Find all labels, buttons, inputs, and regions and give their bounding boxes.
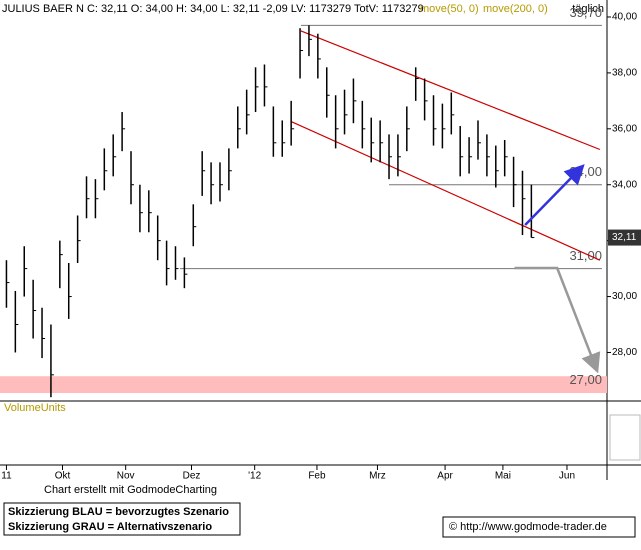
credit: Chart erstellt mit GodmodeCharting bbox=[44, 484, 217, 496]
level-label: 39,70 bbox=[569, 5, 602, 20]
last-price-tag bbox=[608, 229, 641, 246]
y-tick-label: 36,00 bbox=[612, 123, 637, 134]
scenario-arrow bbox=[514, 266, 601, 374]
legend-line: Skizzierung BLAU = bevorzugtes Szenario bbox=[8, 506, 229, 518]
scenario-arrow bbox=[524, 164, 585, 226]
indicator: move(50, 0) bbox=[420, 3, 479, 15]
trend-channel bbox=[290, 120, 601, 261]
volume-label: VolumeUnits bbox=[4, 402, 66, 414]
period: täglich bbox=[572, 3, 604, 15]
trend-channel bbox=[300, 30, 601, 151]
x-tick-label: Mrz bbox=[369, 471, 386, 482]
x-tick-label: Okt bbox=[55, 471, 71, 482]
x-tick-label: Feb bbox=[308, 471, 326, 482]
y-tick-label: 38,00 bbox=[612, 68, 637, 79]
x-tick-label: '12 bbox=[248, 471, 261, 482]
x-tick-label: Mai bbox=[495, 471, 511, 482]
support-zone bbox=[0, 376, 607, 394]
y-tick-label: 30,00 bbox=[612, 291, 637, 302]
last-price-label: 32,11 bbox=[612, 232, 637, 243]
x-tick-label: 11 bbox=[1, 471, 12, 482]
title: JULIUS BAER N C: 32,11 O: 34,00 H: 34,00… bbox=[2, 3, 424, 15]
zone-label: 27,00 bbox=[569, 372, 602, 387]
level-label: 34,00 bbox=[569, 164, 602, 179]
x-tick-label: Jun bbox=[559, 471, 575, 482]
frame bbox=[0, 0, 641, 538]
source: © http://www.godmode-trader.de bbox=[449, 521, 607, 533]
x-tick-label: Apr bbox=[437, 471, 453, 482]
legend-line: Skizzierung GRAU = Alternativszenario bbox=[8, 521, 212, 533]
y-tick-label: 28,00 bbox=[612, 347, 637, 358]
x-tick-label: Dez bbox=[183, 471, 201, 482]
level-label: 31,00 bbox=[569, 248, 602, 263]
indicator: move(200, 0) bbox=[483, 3, 548, 15]
y-tick-label: 40,00 bbox=[612, 12, 637, 23]
x-tick-label: Nov bbox=[117, 471, 135, 482]
y-tick-label: 34,00 bbox=[612, 179, 637, 190]
